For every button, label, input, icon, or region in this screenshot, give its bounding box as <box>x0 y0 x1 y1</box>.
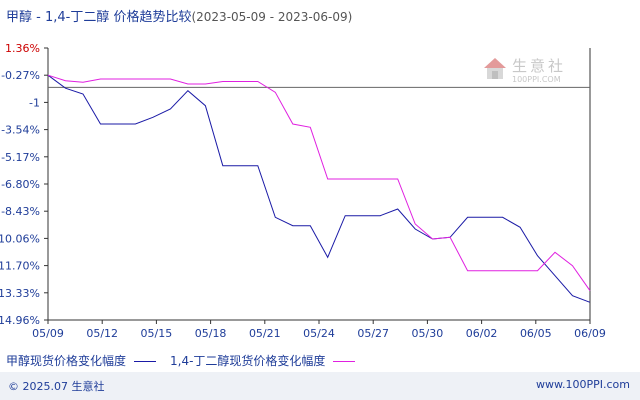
legend-label-0: 甲醇现货价格变化幅度 <box>6 354 127 368</box>
legend-swatch-1 <box>333 361 356 362</box>
series-line-1 <box>47 74 591 291</box>
footer-copyright: © 2025.07 生意社 <box>8 380 105 393</box>
legend-label-1: 1,4-丁二醇现货价格变化幅度 <box>170 354 326 368</box>
y-tick-label: -8.43% <box>1 205 40 218</box>
watermark-name: 生意社 <box>512 57 567 75</box>
legend: 甲醇现货价格变化幅度 1,4-丁二醇现货价格变化幅度 <box>6 352 369 369</box>
y-tick-label: -5.17% <box>1 151 40 164</box>
watermark-logo: 生意社 100PPI.COM <box>482 55 563 85</box>
legend-swatch-0 <box>134 361 157 362</box>
watermark-url: 100PPI.COM <box>512 75 561 84</box>
y-tick-label: -3.54% <box>1 124 40 137</box>
x-tick-label: 05/27 <box>357 327 389 340</box>
y-tick-label: -10.06% <box>0 232 40 245</box>
x-tick-label: 05/24 <box>303 327 335 340</box>
footer: © 2025.07 生意社 www.100PPI.com <box>0 372 640 400</box>
footer-site-link[interactable]: www.100PPI.com <box>536 378 630 391</box>
x-tick-label: 05/12 <box>86 327 118 340</box>
y-tick-label: -0.27% <box>1 69 40 82</box>
y-tick-label: -13.33% <box>0 287 40 300</box>
x-tick-label: 06/05 <box>520 327 552 340</box>
x-tick-label: 05/30 <box>412 327 444 340</box>
y-tick-label: -14.96% <box>0 314 40 327</box>
house-icon <box>484 58 506 79</box>
chart-title-text: 甲醇 - 1,4-丁二醇 价格趋势比较 <box>6 10 192 25</box>
x-tick-label: 05/09 <box>32 327 64 340</box>
x-tick-label: 05/21 <box>249 327 281 340</box>
x-tick-label: 05/18 <box>195 327 227 340</box>
y-tick-label: -6.80% <box>1 178 40 191</box>
x-tick-label: 06/09 <box>574 327 606 340</box>
series-line-0 <box>47 74 591 303</box>
x-tick-label: 05/15 <box>141 327 173 340</box>
y-tick-label: -11.70% <box>0 260 40 273</box>
x-tick-label: 06/02 <box>466 327 498 340</box>
y-tick-label: 1.36% <box>5 42 40 55</box>
chart-title: 甲醇 - 1,4-丁二醇 价格趋势比较(2023-05-09 - 2023-06… <box>6 6 352 25</box>
chart-date-range: (2023-05-09 - 2023-06-09) <box>191 10 353 24</box>
y-tick-label: -1 <box>29 96 40 109</box>
